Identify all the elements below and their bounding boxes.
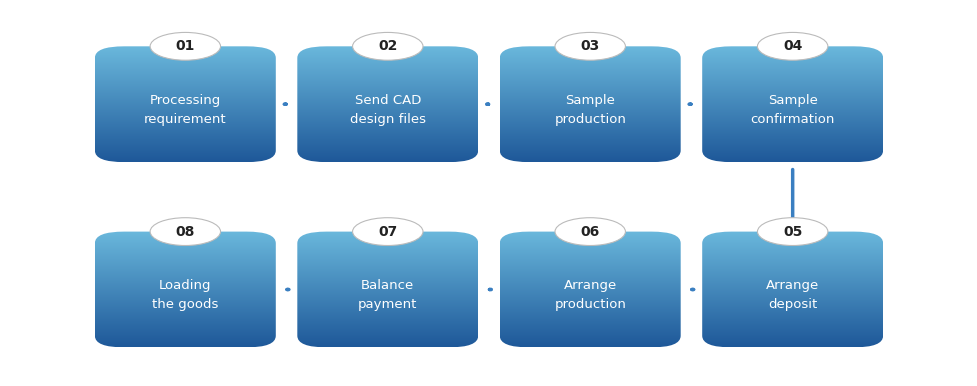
Text: Arrange
deposit: Arrange deposit xyxy=(765,279,819,311)
Circle shape xyxy=(352,218,422,245)
Text: 04: 04 xyxy=(783,39,801,53)
Text: Processing
requirement: Processing requirement xyxy=(144,94,227,126)
Text: Loading
the goods: Loading the goods xyxy=(152,279,218,311)
Text: 03: 03 xyxy=(580,39,599,53)
Text: 08: 08 xyxy=(176,225,194,239)
Text: 01: 01 xyxy=(176,39,194,53)
Text: 02: 02 xyxy=(378,39,397,53)
Circle shape xyxy=(554,32,624,60)
Text: Sample
confirmation: Sample confirmation xyxy=(749,94,834,126)
Text: Send CAD
design files: Send CAD design files xyxy=(350,94,425,126)
Circle shape xyxy=(554,218,624,245)
Text: Balance
payment: Balance payment xyxy=(358,279,417,311)
Circle shape xyxy=(352,32,422,60)
Text: 06: 06 xyxy=(580,225,599,239)
Circle shape xyxy=(756,218,827,245)
Text: 07: 07 xyxy=(378,225,397,239)
Text: Arrange
production: Arrange production xyxy=(554,279,625,311)
Text: Sample
production: Sample production xyxy=(554,94,625,126)
Text: 05: 05 xyxy=(783,225,801,239)
Circle shape xyxy=(149,218,220,245)
Circle shape xyxy=(149,32,220,60)
Circle shape xyxy=(756,32,827,60)
